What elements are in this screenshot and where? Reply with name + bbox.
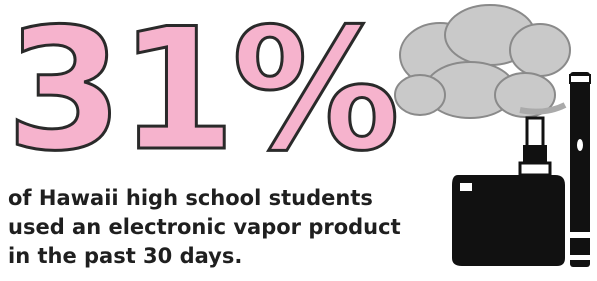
vape-pen [570, 72, 590, 267]
vape-box-mod [452, 118, 565, 266]
smoke-cloud [395, 5, 570, 118]
headline-stat: 31% [6, 0, 396, 188]
caption-line: used an electronic vapor product [8, 215, 401, 239]
page: {"stat": "31%", "caption": ["of Hawaii h… [0, 0, 597, 281]
caption-line: in the past 30 days. [8, 244, 242, 268]
infographic: 31% of Hawaii high school students used … [0, 0, 597, 281]
caption-line: of Hawaii high school students [8, 186, 373, 210]
